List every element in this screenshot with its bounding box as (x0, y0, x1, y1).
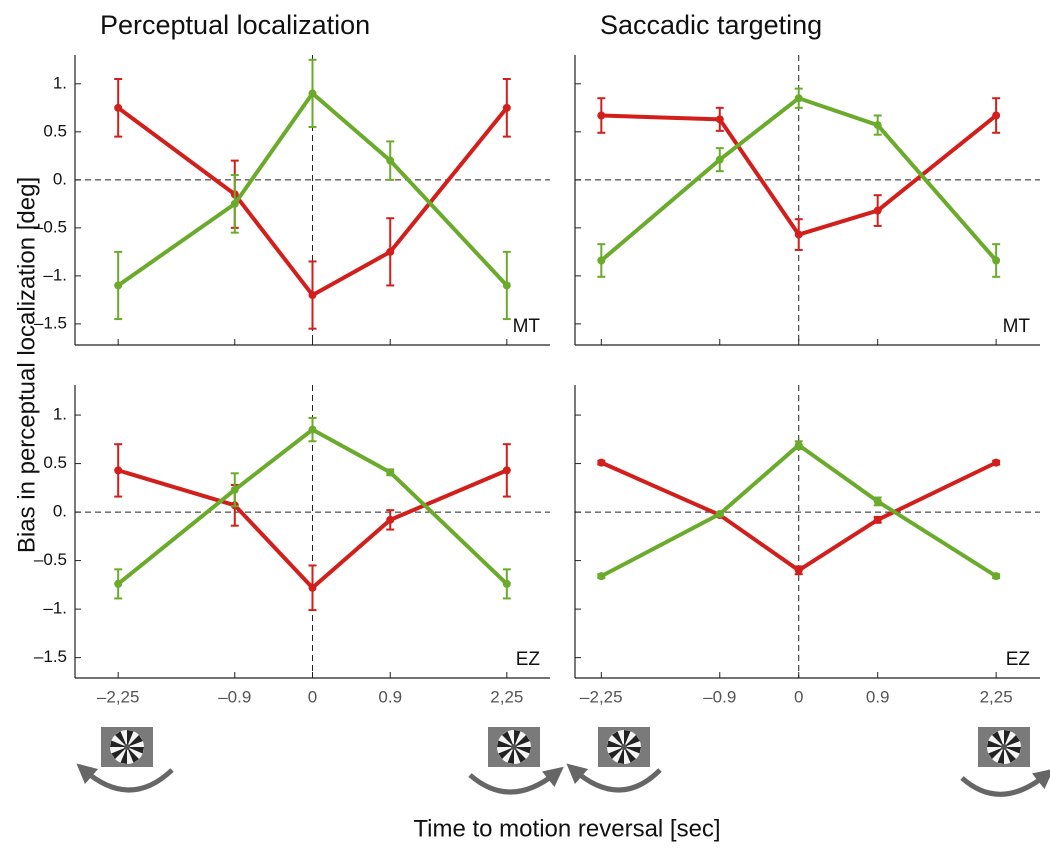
x-axis-label: Time to motion reversal [sec] (413, 815, 720, 842)
series (114, 416, 511, 600)
y-tick-label: 1. (53, 405, 67, 424)
x-tick-label: 0.9 (378, 687, 402, 706)
y-tick-label: –1. (43, 599, 67, 618)
point (873, 515, 882, 524)
point (992, 256, 1001, 265)
point (386, 156, 395, 165)
y-tick-label: 0. (53, 169, 67, 188)
point (230, 199, 239, 208)
series (597, 97, 1001, 251)
point (992, 458, 1001, 467)
point (597, 256, 606, 265)
point (715, 115, 724, 124)
x-tick-label: –0.9 (218, 687, 251, 706)
y-axis-label: Bias in perceptual localization [deg] (13, 177, 40, 553)
point (114, 103, 123, 112)
panel-title: Saccadic targeting (600, 10, 822, 40)
point (715, 155, 724, 164)
point (386, 468, 395, 477)
point (873, 121, 882, 130)
point (114, 579, 123, 588)
point (873, 497, 882, 506)
point (794, 566, 803, 575)
x-tick-label: 0.9 (866, 687, 890, 706)
x-tick-label: 2,25 (490, 687, 523, 706)
y-tick-label: –1. (43, 265, 67, 284)
point (597, 458, 606, 467)
point (308, 291, 317, 300)
point (715, 510, 724, 519)
point (502, 466, 511, 475)
x-tick-label: 2,25 (980, 687, 1013, 706)
x-tick-label: –0.9 (703, 687, 736, 706)
point (794, 230, 803, 239)
point (597, 572, 606, 581)
y-tick-label: 0.5 (43, 121, 67, 140)
point (386, 515, 395, 524)
y-tick-label: –1.5 (34, 647, 67, 666)
point (502, 281, 511, 290)
stimulus-icons (76, 727, 1050, 797)
panel-label: EZ (516, 649, 541, 670)
x-tick-label: –2,25 (97, 687, 140, 706)
y-tick-label: 1. (53, 73, 67, 92)
point (230, 485, 239, 494)
y-tick-label: 0.5 (43, 453, 67, 472)
panel-label: MT (513, 316, 541, 337)
series (597, 440, 1001, 581)
panel-label: EZ (1006, 649, 1031, 670)
y-tick-label: 0. (53, 502, 67, 521)
x-tick-label: 0 (794, 687, 803, 706)
panel-label: MT (1003, 316, 1031, 337)
point (114, 281, 123, 290)
y-tick-label: –0.5 (34, 217, 67, 236)
point (597, 111, 606, 120)
point (114, 466, 123, 475)
point (386, 247, 395, 256)
point (794, 441, 803, 450)
point (308, 583, 317, 592)
x-tick-label: –2,25 (580, 687, 623, 706)
point (502, 579, 511, 588)
point (992, 572, 1001, 581)
panel-title: Perceptual localization (100, 10, 370, 40)
y-tick-label: –0.5 (34, 550, 67, 569)
series (114, 58, 511, 321)
y-tick-label: –1.5 (34, 313, 67, 332)
point (308, 89, 317, 98)
point (873, 206, 882, 215)
x-tick-label: 0 (308, 687, 317, 706)
point (794, 94, 803, 103)
series (597, 87, 1001, 278)
point (308, 425, 317, 434)
point (502, 103, 511, 112)
point (992, 111, 1001, 120)
